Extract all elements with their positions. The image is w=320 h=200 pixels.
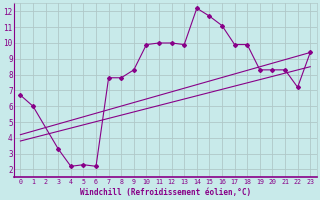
X-axis label: Windchill (Refroidissement éolien,°C): Windchill (Refroidissement éolien,°C)	[80, 188, 251, 197]
